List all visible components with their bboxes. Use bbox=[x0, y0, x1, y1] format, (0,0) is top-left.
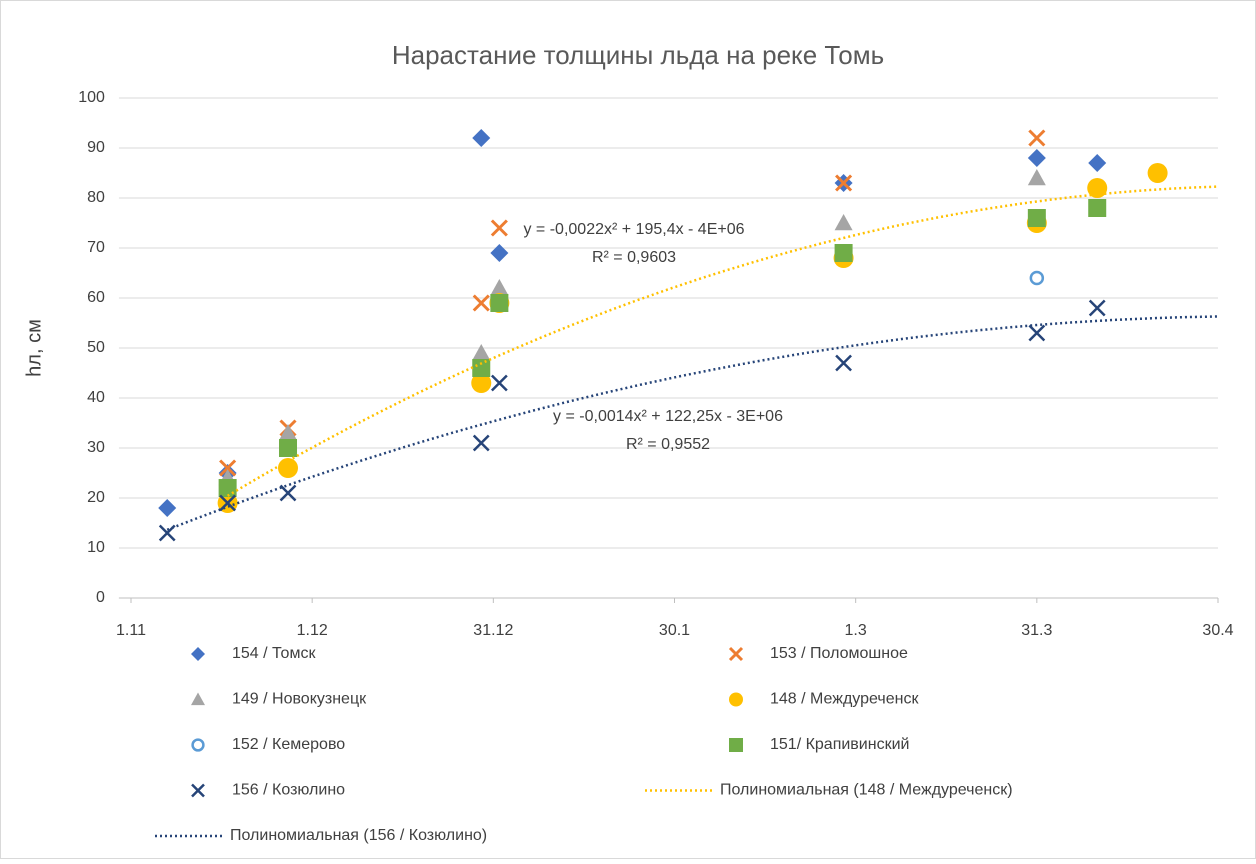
marker bbox=[472, 294, 490, 312]
legend: 154 / Томск 153 / Поломошное 149 / Новокуз… bbox=[155, 645, 1013, 844]
x-tick-label: 31.3 bbox=[1021, 622, 1052, 639]
marker bbox=[834, 214, 853, 231]
y-tick-label: 70 bbox=[87, 239, 105, 256]
trendline bbox=[166, 315, 1219, 531]
y-tick-label: 40 bbox=[87, 389, 105, 406]
marker bbox=[1088, 199, 1107, 217]
y-tick-label: 0 bbox=[96, 589, 105, 606]
marker bbox=[158, 499, 177, 517]
marker bbox=[472, 129, 491, 147]
marker bbox=[1029, 270, 1045, 286]
marker bbox=[1027, 149, 1046, 167]
marker bbox=[219, 459, 237, 477]
marker bbox=[1027, 169, 1046, 186]
legend-label: 151/ Крапивинский bbox=[770, 736, 909, 753]
y-tick-label: 90 bbox=[87, 139, 105, 156]
marker bbox=[279, 484, 297, 502]
y-tick-label: 100 bbox=[78, 89, 105, 106]
x-tick-label: 1.11 bbox=[116, 622, 146, 639]
legend-label: 156 / Козюлино bbox=[232, 782, 345, 799]
marker bbox=[834, 244, 853, 262]
marker bbox=[1028, 129, 1046, 147]
marker bbox=[1087, 178, 1108, 198]
legend-label: 154 / Томск bbox=[232, 645, 316, 662]
y-tick-label: 30 bbox=[87, 439, 105, 456]
marker bbox=[490, 279, 509, 296]
x-tick-label: 30.4 bbox=[1202, 622, 1233, 639]
legend-marker bbox=[729, 738, 743, 752]
x-tick-label: 1.3 bbox=[845, 622, 867, 639]
marker bbox=[472, 434, 490, 452]
legend-marker bbox=[191, 647, 205, 661]
x-tick-label: 31.12 bbox=[473, 622, 513, 639]
marker bbox=[1147, 163, 1168, 183]
legend-label: 152 / Кемерово bbox=[232, 736, 345, 753]
marker bbox=[1027, 209, 1046, 227]
marker bbox=[471, 373, 492, 393]
legend-marker bbox=[191, 783, 205, 798]
legend-label: 149 / Новокузнецк bbox=[232, 691, 367, 708]
marker bbox=[279, 424, 298, 441]
marker bbox=[1088, 299, 1106, 317]
marker bbox=[219, 494, 237, 512]
trend-r2: R² = 0,9603 bbox=[592, 249, 676, 266]
marker bbox=[490, 244, 509, 262]
x-tick-label: 30.1 bbox=[659, 622, 690, 639]
marker bbox=[835, 174, 853, 192]
marker bbox=[278, 458, 299, 478]
trend-equation: y = -0,0014x² + 122,25x - 3E+06 bbox=[553, 408, 783, 425]
legend-marker bbox=[191, 738, 205, 752]
legend-marker bbox=[728, 646, 744, 662]
marker bbox=[472, 359, 491, 377]
y-tick-label: 60 bbox=[87, 289, 105, 306]
marker bbox=[218, 479, 237, 497]
trend-equation: y = -0,0022x² + 195,4x - 4E+06 bbox=[523, 221, 744, 238]
marker bbox=[835, 354, 852, 372]
trend-r2: R² = 0,9552 bbox=[626, 436, 710, 453]
y-tick-label: 20 bbox=[87, 489, 105, 506]
marker bbox=[1088, 154, 1107, 172]
legend-marker bbox=[729, 692, 743, 707]
x-tick-label: 1.12 bbox=[297, 622, 328, 639]
y-tick-label: 80 bbox=[87, 189, 105, 206]
legend-label: Полиномиальная (148 / Междуреченск) bbox=[720, 782, 1013, 799]
y-tick-label: 50 bbox=[87, 339, 105, 356]
marker bbox=[490, 294, 509, 312]
marker bbox=[279, 439, 298, 457]
y-tick-label: 10 bbox=[87, 539, 105, 556]
legend-label: 153 / Поломошное bbox=[770, 645, 908, 662]
marker bbox=[472, 344, 491, 361]
marker bbox=[1028, 324, 1046, 342]
marker bbox=[490, 374, 508, 392]
legend-label: Полиномиальная (156 / Козюлино) bbox=[230, 827, 487, 844]
chart-title: Нарастание толщины льда на реке Томь bbox=[392, 40, 884, 70]
marker bbox=[490, 219, 508, 237]
legend-label: 148 / Междуреченск bbox=[770, 691, 919, 708]
legend-marker bbox=[191, 692, 205, 706]
y-axis-label: hл, см bbox=[23, 319, 45, 377]
